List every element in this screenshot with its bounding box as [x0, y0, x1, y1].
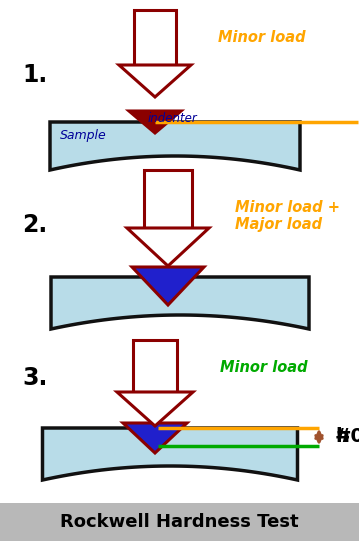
- Polygon shape: [127, 228, 209, 266]
- Text: Minor load +
Major load: Minor load + Major load: [235, 200, 340, 233]
- Polygon shape: [50, 122, 300, 170]
- Text: 1.: 1.: [22, 63, 47, 87]
- Text: indenter: indenter: [147, 111, 197, 124]
- Polygon shape: [42, 428, 298, 480]
- Text: 3.: 3.: [22, 366, 47, 390]
- Text: 2.: 2.: [22, 213, 47, 237]
- Polygon shape: [51, 277, 309, 329]
- Polygon shape: [117, 392, 193, 426]
- Polygon shape: [129, 111, 181, 133]
- Text: h: h: [335, 427, 349, 446]
- Text: Minor load: Minor load: [218, 30, 306, 45]
- Polygon shape: [119, 65, 191, 97]
- Bar: [133, 340, 177, 392]
- Bar: [134, 10, 176, 65]
- Text: Rockwell Hardness Test: Rockwell Hardness Test: [60, 513, 298, 531]
- Text: Sample: Sample: [60, 129, 107, 142]
- Polygon shape: [123, 423, 187, 453]
- Bar: [0, 503, 359, 541]
- Text: Minor load: Minor load: [220, 360, 308, 375]
- Text: #000000: #000000: [335, 427, 359, 446]
- Polygon shape: [132, 267, 204, 305]
- Bar: [144, 170, 192, 228]
